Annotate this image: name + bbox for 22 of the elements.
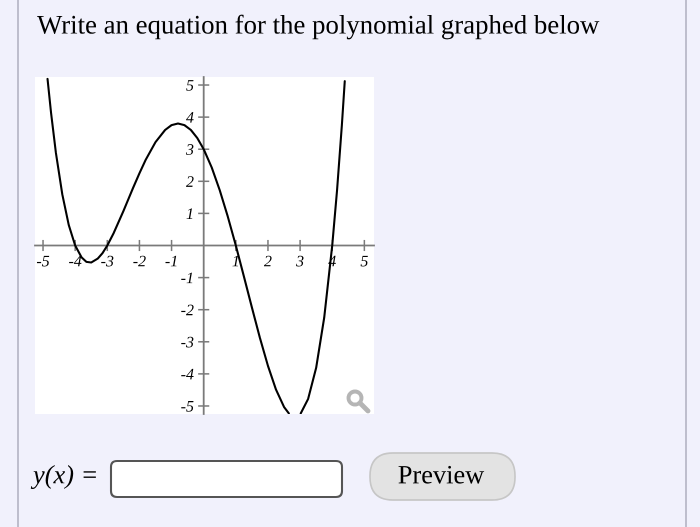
x-tick-label: -3 [101, 256, 114, 266]
y-tick-label: 5 [186, 80, 194, 91]
x-tick-label: 3 [296, 256, 304, 266]
chart-title: Write an equation for the polynomial graphed below [37, 14, 600, 40]
text: y(x) = [30, 464, 96, 490]
y-tick-label: -4 [181, 368, 194, 380]
text: Preview [398, 466, 484, 484]
y-tick-label: 2 [186, 176, 194, 187]
y-tick-label: -3 [181, 336, 194, 348]
x-tick-label: 1 [232, 256, 238, 266]
y-tick-label: 4 [186, 112, 194, 123]
x-tick-label: -1 [166, 256, 176, 266]
x-tick-label: -5 [36, 256, 50, 266]
y-tick-label: -1 [181, 272, 192, 284]
y-tick-label: 3 [186, 144, 194, 155]
y-tick-label: -5 [181, 401, 194, 412]
x-tick-label: -4 [69, 256, 82, 266]
x-tick-label: 2 [264, 256, 272, 266]
y-tick-label: -2 [181, 304, 194, 316]
x-tick-label: 5 [360, 256, 368, 266]
x-tick-label: -2 [133, 256, 146, 266]
y-tick-label: 1 [186, 208, 192, 219]
